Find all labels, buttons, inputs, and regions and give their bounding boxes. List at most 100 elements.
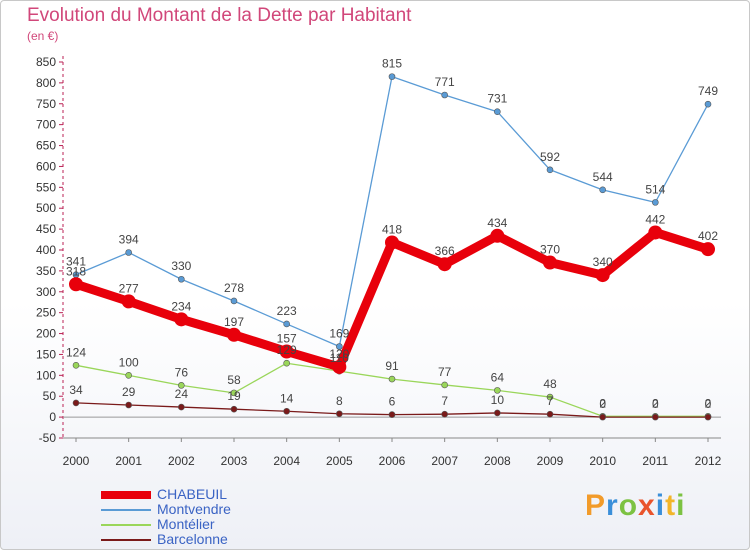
data-point bbox=[441, 381, 448, 389]
data-point bbox=[494, 387, 501, 394]
data-label: 124 bbox=[66, 345, 86, 359]
x-tick-label: 2003 bbox=[221, 454, 248, 468]
legend-swatch bbox=[101, 524, 151, 526]
data-label: 544 bbox=[593, 170, 613, 184]
y-tick-label: -50 bbox=[39, 431, 57, 445]
data-point bbox=[178, 403, 185, 411]
logo-letter: t bbox=[665, 489, 677, 522]
chart-title: Evolution du Montant de la Dette par Hab… bbox=[27, 5, 412, 26]
data-point bbox=[652, 199, 659, 206]
data-label: 34 bbox=[69, 383, 83, 397]
logo-letter: P bbox=[585, 489, 607, 522]
data-label: 277 bbox=[119, 281, 139, 295]
data-point bbox=[599, 413, 606, 421]
data-point bbox=[283, 407, 290, 415]
data-label: 157 bbox=[277, 332, 297, 346]
y-tick-label: 200 bbox=[36, 327, 56, 341]
data-point bbox=[230, 405, 238, 413]
data-label: 14 bbox=[280, 391, 294, 405]
data-label: 402 bbox=[698, 229, 718, 243]
logo-letter: i bbox=[655, 489, 666, 522]
data-point bbox=[283, 359, 290, 367]
x-tick-label: 2006 bbox=[379, 454, 406, 468]
data-point bbox=[494, 108, 501, 116]
data-point bbox=[227, 327, 241, 342]
logo-letter: i bbox=[676, 489, 686, 522]
x-tick-label: 2010 bbox=[589, 454, 616, 468]
data-label: 0 bbox=[652, 397, 659, 411]
data-label: 110 bbox=[330, 351, 349, 365]
data-label: 19 bbox=[227, 389, 241, 403]
data-point bbox=[546, 166, 554, 174]
data-point bbox=[441, 91, 448, 99]
proxiti-logo: Proxiti bbox=[585, 489, 685, 523]
data-label: 48 bbox=[543, 377, 557, 391]
data-label: 6 bbox=[389, 395, 396, 409]
data-label: 815 bbox=[382, 57, 402, 71]
data-label: 771 bbox=[435, 75, 455, 89]
data-label: 197 bbox=[224, 315, 244, 329]
x-tick-label: 2008 bbox=[484, 454, 511, 468]
data-label: 29 bbox=[122, 385, 136, 399]
y-tick-label: 550 bbox=[36, 180, 56, 194]
data-label: 330 bbox=[171, 259, 191, 273]
data-label: 129 bbox=[277, 343, 297, 357]
x-tick-label: 2007 bbox=[431, 454, 458, 468]
series-lines bbox=[69, 73, 715, 421]
data-point bbox=[125, 249, 132, 256]
y-tick-label: 300 bbox=[36, 285, 56, 299]
data-label: 24 bbox=[175, 387, 189, 401]
data-point bbox=[704, 413, 712, 421]
y-tick-label: 650 bbox=[36, 139, 56, 153]
data-point bbox=[279, 344, 294, 359]
data-label: 91 bbox=[385, 359, 399, 373]
data-point bbox=[595, 268, 610, 283]
data-label: 120 bbox=[329, 347, 349, 361]
data-point bbox=[441, 410, 448, 418]
data-point bbox=[72, 399, 80, 407]
y-tick-label: 500 bbox=[36, 201, 56, 215]
y-tick-label: 750 bbox=[36, 97, 56, 111]
logo-letter: r bbox=[606, 489, 619, 522]
x-tick-label: 2000 bbox=[63, 454, 90, 468]
data-label: 0 bbox=[599, 397, 606, 411]
data-label: 77 bbox=[438, 365, 452, 379]
data-label: 434 bbox=[487, 216, 507, 230]
legend-label: Montélier bbox=[157, 516, 215, 532]
y-tick-label: 350 bbox=[36, 264, 56, 278]
y-tick-label: 700 bbox=[36, 118, 56, 132]
data-point bbox=[385, 235, 399, 250]
data-point bbox=[652, 413, 659, 421]
data-label: 169 bbox=[329, 327, 349, 341]
data-label: 10 bbox=[491, 393, 505, 407]
data-label: 418 bbox=[382, 222, 402, 236]
data-point bbox=[546, 393, 554, 401]
data-label: 2 bbox=[599, 396, 606, 410]
data-point bbox=[599, 186, 606, 194]
y-tick-label: 150 bbox=[36, 347, 56, 361]
x-tick-label: 2011 bbox=[642, 454, 668, 468]
legend-swatch bbox=[101, 491, 151, 499]
data-label: 592 bbox=[540, 150, 560, 164]
y-tick-label: 100 bbox=[36, 368, 56, 382]
data-point bbox=[388, 375, 396, 383]
y-tick-label: 850 bbox=[36, 55, 56, 69]
data-label: 366 bbox=[435, 244, 455, 258]
y-tick-label: 0 bbox=[49, 410, 56, 424]
data-label: 7 bbox=[547, 394, 554, 408]
data-point bbox=[230, 389, 238, 397]
data-label: 100 bbox=[119, 355, 139, 369]
data-label: 731 bbox=[487, 92, 507, 106]
data-label: 234 bbox=[171, 299, 191, 313]
data-point bbox=[230, 297, 238, 305]
data-labels: 3182772341971571204183664343703404424023… bbox=[66, 57, 718, 411]
data-point bbox=[178, 275, 185, 283]
data-point bbox=[178, 382, 185, 389]
data-point bbox=[69, 277, 83, 292]
data-point bbox=[437, 257, 452, 272]
x-tick-label: 2009 bbox=[537, 454, 564, 468]
data-point bbox=[283, 320, 290, 328]
x-tick-label: 2012 bbox=[695, 454, 722, 468]
